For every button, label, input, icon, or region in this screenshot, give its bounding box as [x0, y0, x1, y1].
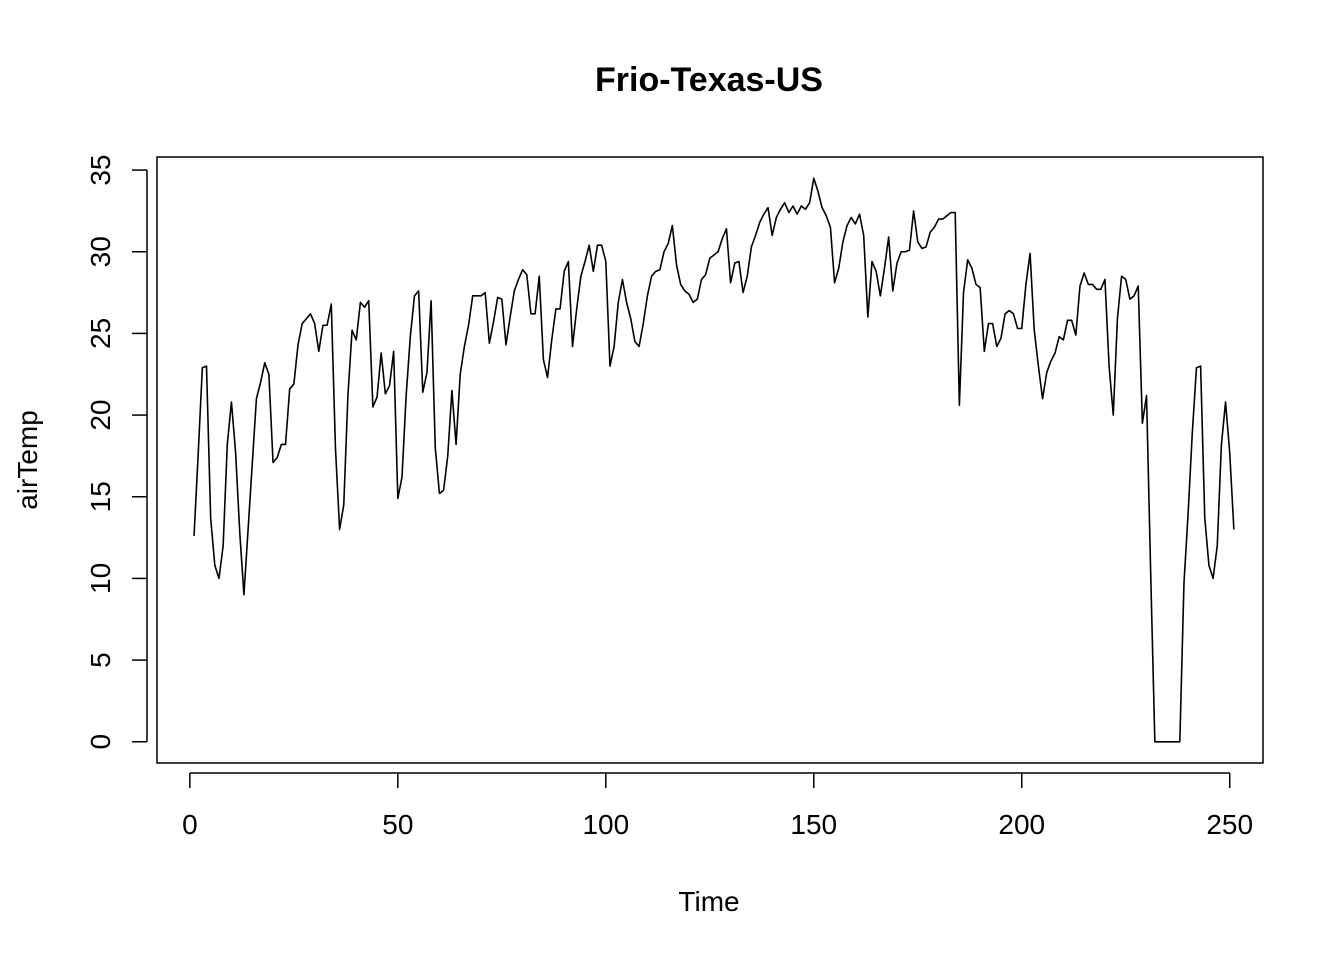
series-layer — [193, 177, 1235, 743]
y-tick-label: 30 — [85, 236, 116, 267]
x-tick-label: 250 — [1206, 809, 1253, 840]
y-axis-label: airTemp — [12, 410, 43, 510]
y-tick-label: 25 — [85, 318, 116, 349]
y-tick-label: 5 — [85, 652, 116, 668]
plot-frame — [156, 156, 1264, 764]
x-tick-label: 50 — [382, 809, 413, 840]
y-axis: 0 5 10 15 20 25 30 35 — [85, 154, 148, 750]
y-tick-label: 15 — [85, 481, 116, 512]
x-axis: 0 50 100 150 200 250 — [182, 772, 1253, 840]
x-tick-label: 200 — [998, 809, 1045, 840]
y-tick-label: 35 — [85, 154, 116, 185]
chart-title: Frio-Texas-US — [595, 61, 823, 99]
x-axis-label: Time — [678, 886, 739, 917]
x-tick-label: 100 — [582, 809, 629, 840]
y-tick-label: 0 — [85, 734, 116, 750]
y-tick-label: 10 — [85, 563, 116, 594]
x-tick-label: 0 — [182, 809, 198, 840]
series-line — [193, 177, 1235, 743]
x-tick-label: 150 — [790, 809, 837, 840]
y-tick-label: 20 — [85, 400, 116, 431]
